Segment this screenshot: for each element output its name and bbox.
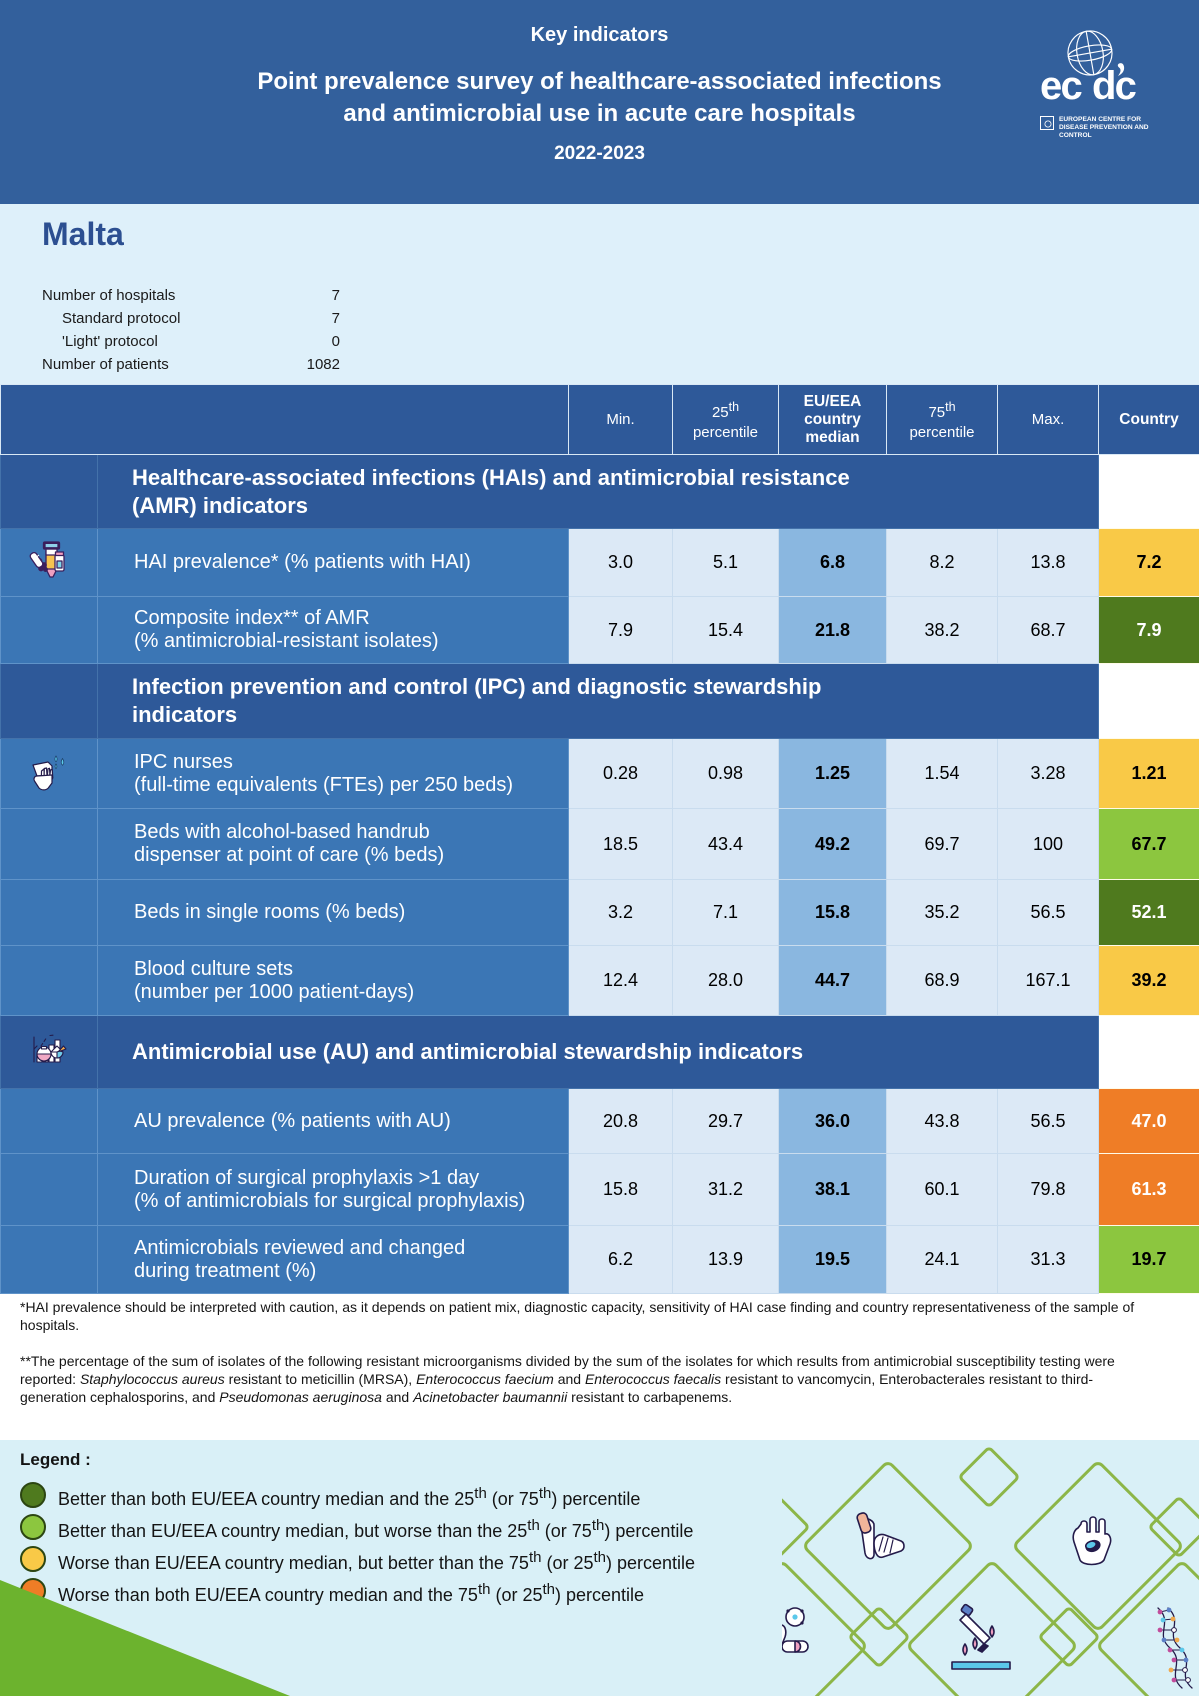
- svg-text:ec: ec: [1040, 64, 1082, 108]
- svg-text:dc: dc: [1092, 64, 1137, 108]
